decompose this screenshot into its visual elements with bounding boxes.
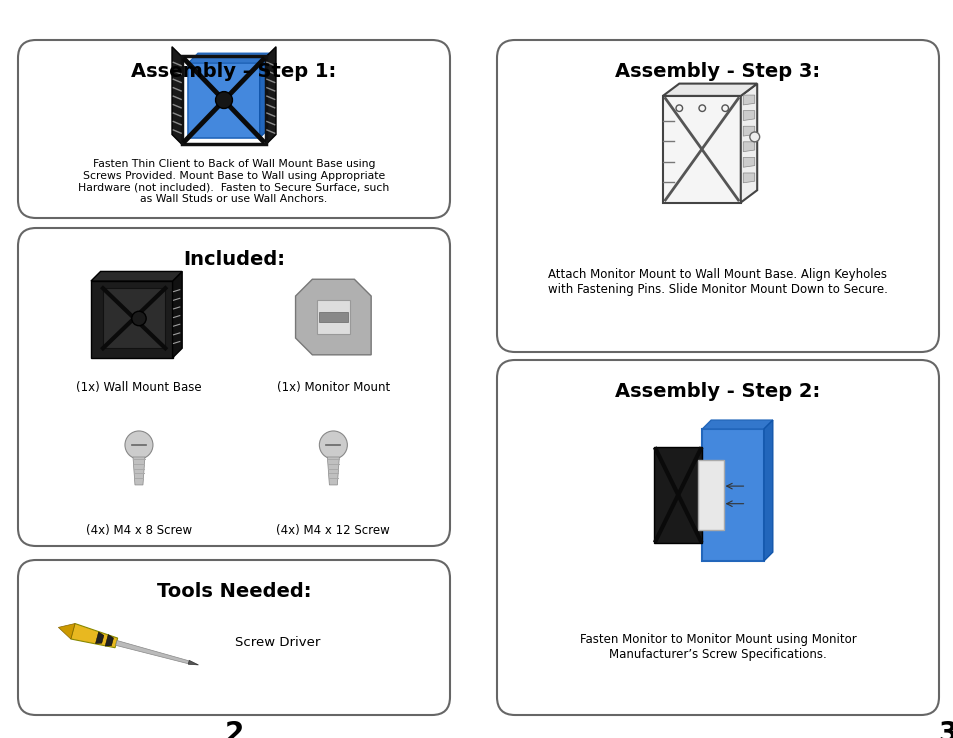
Circle shape [215,92,233,108]
Polygon shape [91,272,182,281]
Polygon shape [662,96,740,202]
Text: 3: 3 [938,720,953,738]
Text: Tools Needed:: Tools Needed: [156,582,311,601]
Polygon shape [742,126,754,136]
Text: Fasten Thin Client to Back of Wall Mount Base using
Screws Provided. Mount Base : Fasten Thin Client to Back of Wall Mount… [78,159,389,204]
FancyBboxPatch shape [497,40,938,352]
Text: (1x) Monitor Mount: (1x) Monitor Mount [276,381,390,393]
Polygon shape [295,279,371,355]
Circle shape [125,431,152,459]
Text: Attach Monitor Mount to Wall Mount Base. Align Keyholes
with Fastening Pins. Sli: Attach Monitor Mount to Wall Mount Base.… [547,268,887,296]
Text: Assembly - Step 2:: Assembly - Step 2: [615,382,820,401]
Polygon shape [742,142,754,152]
Text: Screw Driver: Screw Driver [234,636,319,649]
Polygon shape [71,624,117,648]
Polygon shape [266,46,275,144]
Polygon shape [259,53,269,138]
Polygon shape [188,53,269,63]
Circle shape [319,431,347,459]
Polygon shape [115,641,189,663]
FancyBboxPatch shape [18,560,450,715]
Polygon shape [172,272,182,358]
Text: (1x) Wall Mount Base: (1x) Wall Mount Base [76,381,202,393]
Polygon shape [740,83,757,202]
Polygon shape [701,420,772,429]
Polygon shape [188,63,259,138]
FancyBboxPatch shape [18,228,450,546]
Polygon shape [172,46,182,144]
Text: Assembly - Step 1:: Assembly - Step 1: [132,62,336,81]
Polygon shape [742,95,754,105]
FancyBboxPatch shape [497,360,938,715]
Polygon shape [763,420,772,561]
Text: Assembly - Step 3:: Assembly - Step 3: [615,62,820,81]
FancyBboxPatch shape [18,40,450,218]
Polygon shape [318,312,348,322]
Polygon shape [95,632,104,644]
Text: (4x) M4 x 8 Screw: (4x) M4 x 8 Screw [86,524,192,537]
Polygon shape [698,460,723,530]
Polygon shape [58,624,75,639]
Text: Fasten Monitor to Monitor Mount using Monitor
Manufacturer’s Screw Specification: Fasten Monitor to Monitor Mount using Mo… [579,633,856,661]
Polygon shape [742,157,754,168]
Polygon shape [327,457,339,485]
Polygon shape [188,661,198,665]
Polygon shape [662,83,757,96]
Polygon shape [105,635,113,646]
Text: 2: 2 [224,720,243,738]
Polygon shape [742,111,754,120]
Polygon shape [103,289,165,348]
Polygon shape [701,429,763,561]
Circle shape [132,311,146,325]
Circle shape [749,132,759,142]
Polygon shape [91,281,172,358]
Text: (4x) M4 x 12 Screw: (4x) M4 x 12 Screw [276,524,390,537]
Polygon shape [132,457,145,485]
Polygon shape [742,173,754,183]
Text: Included:: Included: [183,250,285,269]
Polygon shape [654,446,701,543]
Polygon shape [316,300,350,334]
